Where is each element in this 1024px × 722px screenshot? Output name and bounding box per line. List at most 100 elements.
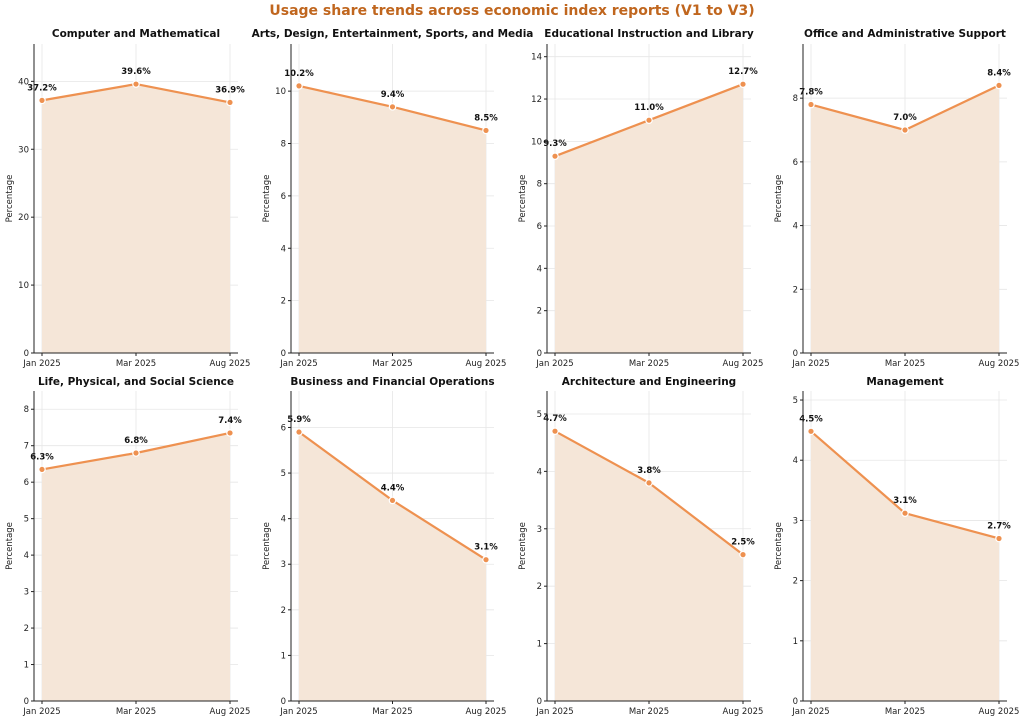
x-tick-label: Aug 2025: [979, 359, 1020, 369]
y-tick-label: 7: [24, 442, 29, 452]
data-point: [995, 81, 1003, 90]
panel-title: Business and Financial Operations: [290, 376, 494, 388]
data-point: [551, 152, 559, 160]
data-label: 36.9%: [215, 85, 245, 95]
area-fill: [299, 432, 486, 701]
data-point: [132, 80, 140, 88]
y-axis-label: Percentage: [518, 175, 528, 223]
y-tick-label: 8: [793, 94, 798, 104]
y-tick-label: 4: [793, 222, 798, 232]
x-tick-label: Aug 2025: [466, 359, 507, 369]
x-tick-label: Jan 2025: [791, 707, 829, 717]
y-tick-label: 0: [793, 349, 798, 359]
y-tick-label: 6: [281, 423, 286, 433]
x-tick-label: Jan 2025: [22, 359, 60, 369]
x-tick-label: Mar 2025: [116, 359, 156, 369]
data-point: [482, 555, 490, 564]
y-tick-label: 4: [793, 456, 798, 466]
y-tick-label: 5: [281, 469, 286, 479]
y-tick-label: 5: [793, 396, 798, 406]
data-label: 37.2%: [27, 83, 57, 93]
x-tick-label: Jan 2025: [279, 707, 317, 717]
x-tick-label: Aug 2025: [466, 707, 507, 717]
y-tick-label: 4: [537, 467, 542, 477]
y-tick-label: 20: [18, 213, 29, 223]
y-tick-label: 2: [793, 577, 798, 587]
y-tick-label: 10: [18, 281, 29, 291]
area-fill: [42, 84, 230, 354]
y-axis-label: Percentage: [262, 175, 272, 223]
x-tick-label: Jan 2025: [279, 359, 317, 369]
area-fill: [555, 431, 743, 701]
data-point: [807, 427, 815, 436]
chart-panel: Arts, Design, Entertainment, Sports, and…: [252, 28, 534, 369]
y-tick-label: 6: [24, 478, 29, 488]
data-label: 3.1%: [474, 543, 498, 553]
data-label: 3.1%: [893, 496, 917, 506]
y-tick-label: 8: [537, 180, 542, 190]
chart-panel: Business and Financial Operations 0 1 2 3 4 5 6…: [262, 376, 506, 717]
y-tick-label: 12: [531, 95, 542, 105]
chart-panel: Educational Instruction and Library 0 2 4 6 8…: [518, 28, 763, 369]
y-axis-label: Percentage: [774, 175, 784, 223]
figure-title: Usage share trends across economic index…: [269, 3, 754, 19]
data-label: 5.9%: [287, 415, 311, 425]
data-label: 2.7%: [987, 521, 1011, 531]
data-point: [226, 98, 234, 107]
x-tick-label: Mar 2025: [885, 707, 925, 717]
y-tick-label: 4: [281, 515, 286, 525]
data-label: 6.3%: [30, 452, 54, 462]
y-axis-label: Percentage: [774, 522, 784, 570]
data-label: 4.5%: [799, 414, 823, 424]
y-tick-label: 1: [537, 640, 542, 650]
data-label: 3.8%: [637, 466, 661, 476]
y-tick-label: 6: [793, 158, 798, 168]
y-tick-label: 0: [24, 697, 29, 707]
area-fill: [811, 85, 999, 354]
x-tick-label: Mar 2025: [629, 359, 669, 369]
data-label: 7.0%: [893, 113, 917, 123]
panel-title: Life, Physical, and Social Science: [38, 376, 234, 388]
y-tick-label: 2: [24, 624, 29, 634]
y-tick-label: 40: [18, 77, 29, 87]
y-tick-label: 0: [281, 697, 286, 707]
data-label: 8.4%: [987, 68, 1011, 78]
x-tick-label: Aug 2025: [210, 707, 251, 717]
y-tick-label: 1: [793, 637, 798, 647]
x-tick-label: Jan 2025: [535, 707, 573, 717]
y-tick-label: 6: [537, 222, 542, 232]
panel-title: Management: [866, 376, 943, 388]
area-fill: [299, 85, 486, 353]
y-tick-label: 0: [793, 697, 798, 707]
data-point: [38, 465, 46, 474]
y-tick-label: 2: [537, 582, 542, 592]
data-point: [807, 100, 815, 109]
y-tick-label: 3: [793, 516, 798, 526]
data-label: 8.5%: [474, 113, 498, 123]
panel-title: Architecture and Engineering: [562, 376, 736, 388]
data-label: 7.8%: [799, 88, 823, 98]
panel-title: Arts, Design, Entertainment, Sports, and…: [252, 28, 534, 40]
y-axis-label: Percentage: [5, 175, 15, 223]
data-point: [226, 429, 234, 437]
y-axis-label: Percentage: [262, 522, 272, 570]
data-point: [38, 96, 46, 105]
panel-title: Office and Administrative Support: [804, 28, 1006, 40]
y-tick-label: 3: [537, 525, 542, 535]
y-tick-label: 8: [24, 405, 29, 415]
data-label: 7.4%: [218, 416, 242, 426]
area-fill: [42, 432, 230, 701]
data-point: [388, 103, 397, 111]
data-label: 10.2%: [284, 69, 314, 79]
y-tick-label: 2: [537, 307, 542, 317]
y-tick-label: 2: [281, 297, 286, 307]
y-axis-label: Percentage: [5, 522, 15, 570]
data-label: 12.7%: [728, 67, 758, 77]
data-point: [739, 550, 747, 559]
data-point: [995, 534, 1003, 543]
chart-panel: Life, Physical, and Social Science 0 1 2 3 4 5…: [5, 376, 250, 717]
y-tick-label: 5: [537, 410, 542, 420]
data-point: [295, 428, 303, 436]
